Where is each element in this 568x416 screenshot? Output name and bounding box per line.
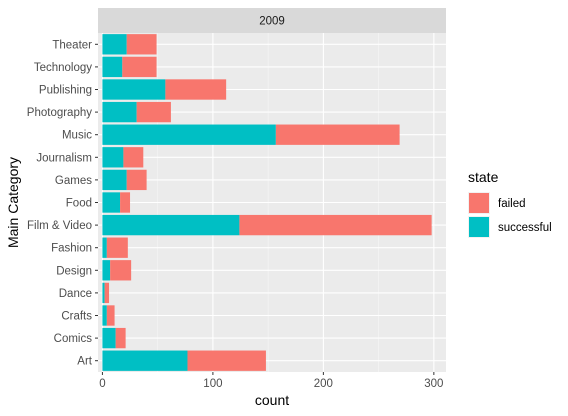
- legend: state failed successful: [468, 169, 552, 238]
- bar-successful-dance: [102, 282, 105, 304]
- bar-successful-design: [102, 260, 111, 281]
- x-tick-label: 100: [203, 378, 222, 390]
- x-tick-label: 0: [99, 378, 105, 390]
- bar-successful-technology: [102, 56, 123, 78]
- bar-successful-fashion: [102, 237, 107, 258]
- bar-failed-art: [187, 350, 266, 371]
- y-tick-label: Publishing: [39, 85, 92, 97]
- y-tick-label: Comics: [54, 333, 93, 345]
- bar-failed-dance: [104, 282, 110, 304]
- y-tick-label: Crafts: [61, 311, 92, 323]
- x-tick-label: 200: [314, 378, 333, 390]
- axes: Art Comics Crafts Dance Design Fashion Film & …: [5, 39, 443, 408]
- facet-strip-bg: [98, 8, 446, 33]
- y-tick-label: Theater: [52, 39, 92, 51]
- y-tick-label: Art: [77, 356, 93, 368]
- bar-successful-film-video: [102, 214, 240, 236]
- y-tick-label: Fashion: [51, 243, 92, 255]
- x-axis-title: count: [255, 392, 289, 408]
- facet-label: 2009: [259, 16, 285, 28]
- y-tick-label: Technology: [34, 62, 92, 74]
- bar-failed-photography: [136, 101, 171, 123]
- bar-failed-film-video: [239, 214, 432, 236]
- bar-failed-games: [126, 169, 147, 191]
- y-tick-label: Photography: [27, 107, 92, 119]
- legend-label-failed: failed: [498, 198, 526, 210]
- bar-successful-theater: [102, 34, 127, 55]
- y-tick-label: Design: [56, 265, 92, 277]
- bar-failed-design: [110, 260, 132, 281]
- y-tick-label: Journalism: [36, 152, 92, 164]
- y-tick-label: Games: [55, 175, 92, 187]
- bar-failed-publishing: [165, 79, 227, 100]
- legend-title: state: [468, 169, 499, 185]
- bar-failed-music: [275, 124, 400, 145]
- bar-successful-comics: [102, 327, 116, 349]
- bar-successful-music: [102, 124, 276, 145]
- bar-successful-crafts: [102, 305, 107, 326]
- bar-failed-theater: [126, 34, 157, 55]
- bar-failed-technology: [122, 56, 157, 78]
- bar-successful-food: [102, 192, 121, 213]
- bar-successful-art: [102, 350, 188, 371]
- bar-failed-comics: [115, 327, 126, 349]
- y-tick-label: Food: [66, 198, 92, 210]
- x-tick-label: 300: [424, 378, 443, 390]
- legend-label-successful: successful: [498, 222, 552, 234]
- plot-panel: [98, 33, 446, 372]
- y-tick-label: Dance: [59, 288, 92, 300]
- bar-failed-fashion: [106, 237, 128, 258]
- bar-failed-crafts: [106, 305, 115, 326]
- y-tick-label: Film & Video: [27, 220, 92, 232]
- bar-failed-food: [120, 192, 131, 213]
- bar-successful-journalism: [102, 147, 124, 168]
- legend-swatch-failed: [469, 193, 489, 213]
- y-tick-label: Music: [62, 130, 92, 142]
- facet-strip: 2009: [98, 8, 446, 33]
- legend-swatch-successful: [469, 217, 489, 237]
- bar-failed-journalism: [123, 147, 144, 168]
- bar-successful-publishing: [102, 79, 166, 100]
- bar-successful-photography: [102, 101, 137, 123]
- bar-successful-games: [102, 169, 127, 191]
- y-axis-title: Main Category: [5, 157, 21, 248]
